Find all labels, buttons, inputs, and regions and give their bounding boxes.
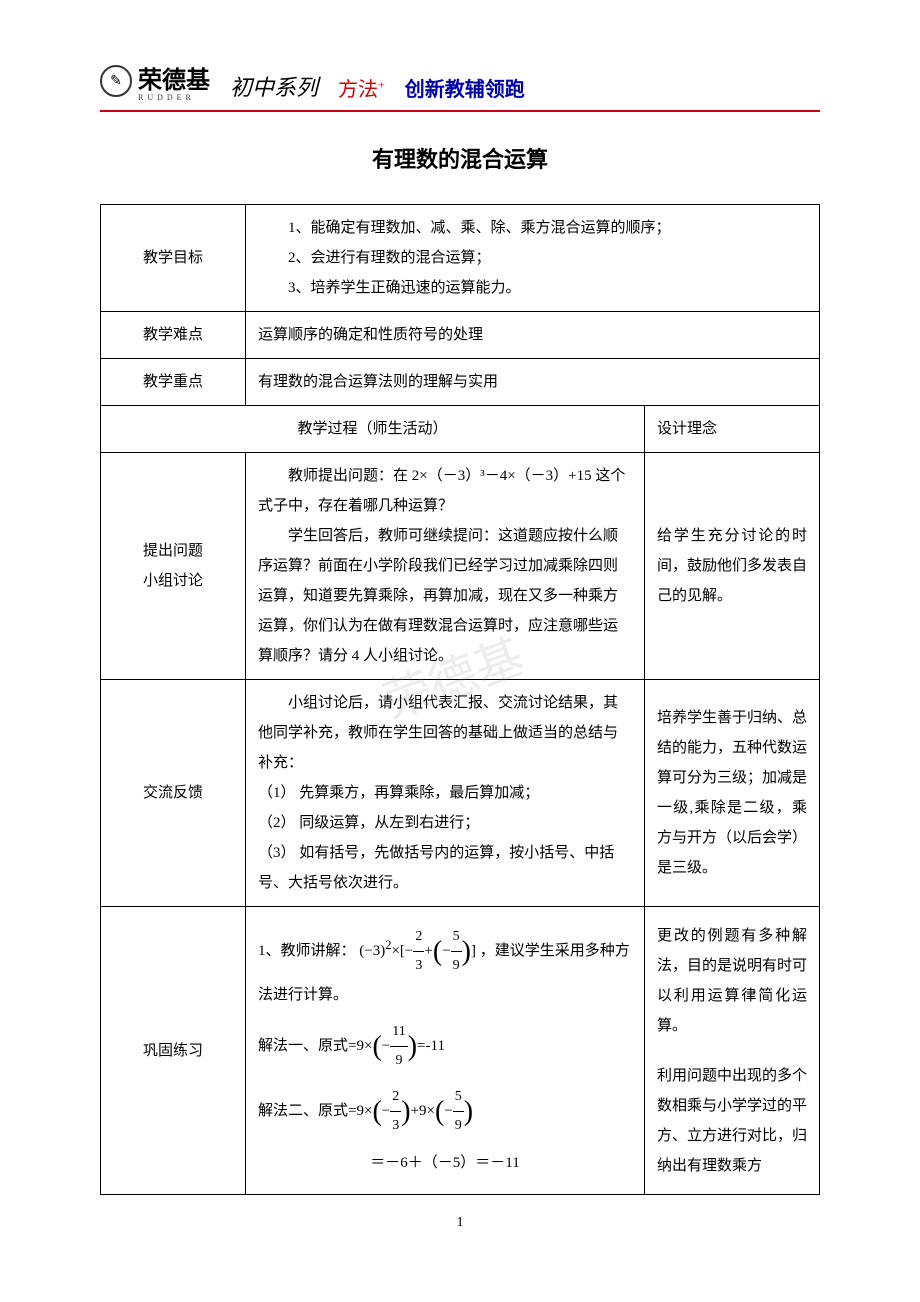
row-practice: 巩固练习 1、教师讲解： (−3)2×[−23+(−59)] ，建议学生采用多种… <box>101 907 820 1195</box>
practice-label: 巩固练习 <box>101 907 246 1195</box>
method-text: 方法+ <box>338 73 385 102</box>
practice-intro-prefix: 1、教师讲解： <box>258 943 356 959</box>
series-text: 初中系列 <box>230 70 318 102</box>
practice-note: 更改的例题有多种解法，目的是说明有时可以利用运算律简化运算。 利用问题中出现的多… <box>645 907 820 1195</box>
row-difficulty: 教学难点 运算顺序的确定和性质符号的处理 <box>101 312 820 359</box>
feedback-content: 小组讨论后，请小组代表汇报、交流讨论结果，其他同学补充，教师在学生回答的基础上做… <box>246 680 645 907</box>
slogan-text: 创新教辅领跑 <box>405 73 525 102</box>
row-process-header: 教学过程（师生活动） 设计理念 <box>101 406 820 453</box>
question-content: 教师提出问题：在 2×（－3）³－4×（－3）+15 这个式子中，存在着哪几种运… <box>246 453 645 680</box>
brand-sub: RUDDER <box>138 93 210 102</box>
practice-content: 1、教师讲解： (−3)2×[−23+(−59)] ，建议学生采用多种方法进行计… <box>246 907 645 1195</box>
row-key: 教学重点 有理数的混合运算法则的理解与实用 <box>101 359 820 406</box>
logo-icon: ✎ <box>100 65 132 97</box>
practice-method-1: 解法一、原式=9×(−119)=-11 <box>258 1018 632 1075</box>
goal-line-2: 2、会进行有理数的混合运算； <box>258 243 807 273</box>
goal-line-1: 1、能确定有理数加、减、乘、除、乘方混合运算的顺序； <box>258 213 807 243</box>
question-note: 给学生充分讨论的时间，鼓励他们多发表自己的见解。 <box>645 453 820 680</box>
goal-label: 教学目标 <box>101 205 246 312</box>
feedback-label: 交流反馈 <box>101 680 246 907</box>
page-number: 1 <box>100 1215 820 1231</box>
feedback-item-3: （3） 如有括号，先做括号内的运算，按小括号、中括号、大括号依次进行。 <box>258 838 632 898</box>
difficulty-content: 运算顺序的确定和性质符号的处理 <box>246 312 820 359</box>
feedback-intro: 小组讨论后，请小组代表汇报、交流讨论结果，其他同学补充，教师在学生回答的基础上做… <box>258 688 632 778</box>
method1-result: =-11 <box>417 1038 445 1054</box>
question-label: 提出问题 小组讨论 <box>101 453 246 680</box>
feedback-item-1: （1） 先算乘方，再算乘除，最后算加减； <box>258 778 632 808</box>
question-label-2: 小组讨论 <box>113 566 233 596</box>
goal-line-3: 3、培养学生正确迅速的运算能力。 <box>258 273 807 303</box>
question-p1: 教师提出问题：在 2×（－3）³－4×（－3）+15 这个式子中，存在着哪几种运… <box>258 461 632 521</box>
difficulty-label: 教学难点 <box>101 312 246 359</box>
row-question: 提出问题 小组讨论 教师提出问题：在 2×（－3）³－4×（－3）+15 这个式… <box>101 453 820 680</box>
math-expr-1: (−3)2×[−23+(−59)] <box>359 943 479 959</box>
practice-note-p2: 利用问题中出现的多个数相乘与小学学过的平方、立方进行对比，归纳出有理数乘方 <box>657 1061 807 1181</box>
brand-block: 荣德基 RUDDER <box>138 60 210 102</box>
feedback-note: 培养学生善于归纳、总结的能力，五种代数运算可分为三级；加减是一级,乘除是二级，乘… <box>645 680 820 907</box>
math-expr-3: 9×(−23)+9×(−59) <box>356 1103 473 1119</box>
practice-intro: 1、教师讲解： (−3)2×[−23+(−59)] ，建议学生采用多种方法进行计… <box>258 923 632 1010</box>
method2-label: 解法二、原式= <box>258 1103 356 1119</box>
brand-name: 荣德基 <box>138 68 210 94</box>
logo-section: ✎ 荣德基 RUDDER <box>100 60 210 102</box>
process-header-left: 教学过程（师生活动） <box>101 406 645 453</box>
question-label-1: 提出问题 <box>113 536 233 566</box>
method2-result: ＝－6＋（－5）＝－11 <box>258 1148 632 1178</box>
lesson-plan-table: 教学目标 1、能确定有理数加、减、乘、除、乘方混合运算的顺序； 2、会进行有理数… <box>100 204 820 1195</box>
key-label: 教学重点 <box>101 359 246 406</box>
practice-note-p1: 更改的例题有多种解法，目的是说明有时可以利用运算律简化运算。 <box>657 921 807 1041</box>
plus-icon: + <box>378 77 385 91</box>
key-content: 有理数的混合运算法则的理解与实用 <box>246 359 820 406</box>
page-header: ✎ 荣德基 RUDDER 初中系列 方法+ 创新教辅领跑 <box>100 60 820 112</box>
goal-content: 1、能确定有理数加、减、乘、除、乘方混合运算的顺序； 2、会进行有理数的混合运算… <box>246 205 820 312</box>
row-feedback: 交流反馈 小组讨论后，请小组代表汇报、交流讨论结果，其他同学补充，教师在学生回答… <box>101 680 820 907</box>
row-goal: 教学目标 1、能确定有理数加、减、乘、除、乘方混合运算的顺序； 2、会进行有理数… <box>101 205 820 312</box>
question-p2: 学生回答后，教师可继续提问：这道题应按什么顺序运算？前面在小学阶段我们已经学习过… <box>258 521 632 671</box>
math-expr-2: 9×(−119) <box>356 1038 417 1054</box>
document-title: 有理数的混合运算 <box>100 142 820 174</box>
method-word: 方法 <box>338 79 378 101</box>
process-header-right: 设计理念 <box>645 406 820 453</box>
method1-label: 解法一、原式= <box>258 1038 356 1054</box>
practice-method-2: 解法二、原式=9×(−23)+9×(−59) <box>258 1083 632 1140</box>
feedback-item-2: （2） 同级运算，从左到右进行； <box>258 808 632 838</box>
